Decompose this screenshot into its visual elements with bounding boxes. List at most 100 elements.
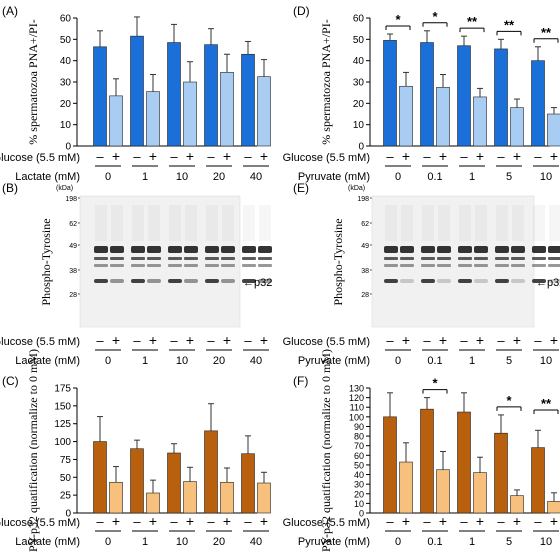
minus-sign: – — [170, 514, 178, 529]
band-45kda — [242, 257, 256, 260]
band-49kda — [384, 246, 398, 253]
y-tick-label: 0 — [359, 509, 364, 519]
bar-c-s1-1 — [146, 492, 160, 514]
bar-f-s0-1 — [420, 408, 434, 514]
panel-label-b: (B) — [2, 181, 18, 195]
panel-label-f: (F) — [293, 374, 308, 388]
bar-f-s1-1 — [436, 469, 450, 514]
lane-smear — [549, 205, 560, 241]
concentration-label: 1 — [469, 171, 475, 183]
band-49kda — [511, 246, 525, 253]
kda-marker-label: 49 — [69, 243, 77, 250]
glucose-row-label: Glucose (5.5 mM) — [283, 517, 370, 529]
minus-sign: – — [96, 514, 104, 529]
lane-smear — [438, 205, 450, 241]
y-tick-label: 130 — [349, 384, 364, 394]
band-40kda — [94, 264, 108, 267]
plus-sign: + — [402, 332, 410, 348]
y-tick-label: 20 — [353, 99, 365, 110]
lane-smear — [132, 205, 144, 241]
lane-smear — [148, 205, 160, 241]
lane-smear — [401, 205, 413, 241]
y-tick-label: 30 — [353, 78, 365, 89]
bar-a-s1-3 — [220, 72, 234, 147]
lane-smear — [95, 205, 107, 241]
minus-sign: – — [133, 514, 141, 529]
glucose-row-label: Glucose (5.5 mM) — [283, 152, 370, 164]
minus-sign: – — [96, 333, 104, 348]
band-p32 — [532, 279, 546, 283]
y-tick-label: 10 — [353, 120, 365, 131]
y-tick-label: 0 — [358, 142, 364, 153]
lane-smear — [259, 205, 271, 241]
concentration-label: 20 — [213, 171, 225, 183]
condition-row-f: Glucose (5.5 mM)Pyruvate (mM)– +0– +0.1– +1… — [283, 513, 559, 548]
band-49kda — [437, 246, 451, 253]
bar-f-s1-2 — [473, 472, 487, 514]
band-p32 — [384, 279, 398, 283]
concentration-label: 0 — [105, 536, 111, 548]
lane-smear — [512, 205, 524, 241]
band-p32 — [495, 279, 509, 283]
concentration-row-label: Pyruvate (mM) — [298, 355, 370, 367]
bar-c-s1-3 — [220, 481, 234, 514]
condition-row-b: Glucose (5.5 mM)Lactate (mM)– +0– +1– +10– +… — [0, 332, 269, 367]
plus-sign: + — [112, 332, 120, 348]
panel-label-a: (A) — [2, 4, 18, 18]
bar-a-s1-2 — [183, 81, 197, 147]
significance-mark: ** — [504, 17, 515, 32]
bar-d-s1-1 — [436, 87, 450, 147]
concentration-label: 20 — [213, 536, 225, 548]
lane-smear — [243, 205, 255, 241]
band-45kda — [400, 257, 414, 260]
minus-sign: – — [460, 149, 468, 164]
y-tick-label: 125 — [54, 419, 71, 430]
band-49kda — [205, 246, 219, 253]
bar-c-s0-4 — [241, 453, 255, 514]
y-tick-label: 70 — [354, 441, 364, 451]
bar-c-s1-2 — [183, 481, 197, 514]
band-49kda — [400, 246, 414, 253]
band-40kda — [184, 264, 198, 267]
concentration-label: 40 — [250, 355, 262, 367]
concentration-label: 10 — [540, 536, 552, 548]
glucose-row-label: Glucose (5.5 mM) — [283, 336, 370, 348]
band-40kda — [474, 264, 488, 267]
band-p32 — [205, 279, 219, 283]
panel-label-d: (D) — [293, 4, 310, 18]
concentration-label: 1 — [142, 355, 148, 367]
band-p32 — [258, 279, 272, 283]
bar-c-s0-0 — [93, 441, 107, 514]
concentration-row-label: Lactate (mM) — [15, 536, 80, 548]
minus-sign: – — [534, 514, 542, 529]
plus-sign: + — [513, 513, 521, 529]
minus-sign: – — [386, 333, 394, 348]
western-blot-e: (kDa) 198 62 49 38 28 ←p32 Phospho-Tyrosine — [331, 185, 560, 328]
band-45kda — [532, 257, 546, 260]
bar-d-s1-2 — [473, 96, 487, 147]
significance-mark: ** — [541, 25, 552, 40]
kda-marker-label: 62 — [361, 221, 369, 228]
bar-a-s1-1 — [146, 91, 160, 147]
plus-sign: + — [402, 148, 410, 164]
concentration-label: 5 — [506, 171, 512, 183]
bar-d-s0-2 — [457, 45, 471, 147]
bar-c-s1-0 — [109, 481, 123, 514]
band-p32 — [94, 279, 108, 283]
concentration-label: 0 — [105, 355, 111, 367]
plus-sign: + — [550, 148, 558, 164]
band-49kda — [421, 246, 435, 253]
plus-sign: + — [186, 148, 194, 164]
minus-sign: – — [207, 149, 215, 164]
bar-c-s0-1 — [130, 448, 144, 514]
minus-sign: – — [423, 333, 431, 348]
lane-smear — [496, 205, 508, 241]
band-45kda — [511, 257, 525, 260]
band-40kda — [258, 264, 272, 267]
bar-d-s0-4 — [531, 60, 545, 147]
band-p32 — [458, 279, 472, 283]
band-45kda — [205, 257, 219, 260]
minus-sign: – — [460, 514, 468, 529]
y-tick-label: 100 — [349, 412, 364, 422]
